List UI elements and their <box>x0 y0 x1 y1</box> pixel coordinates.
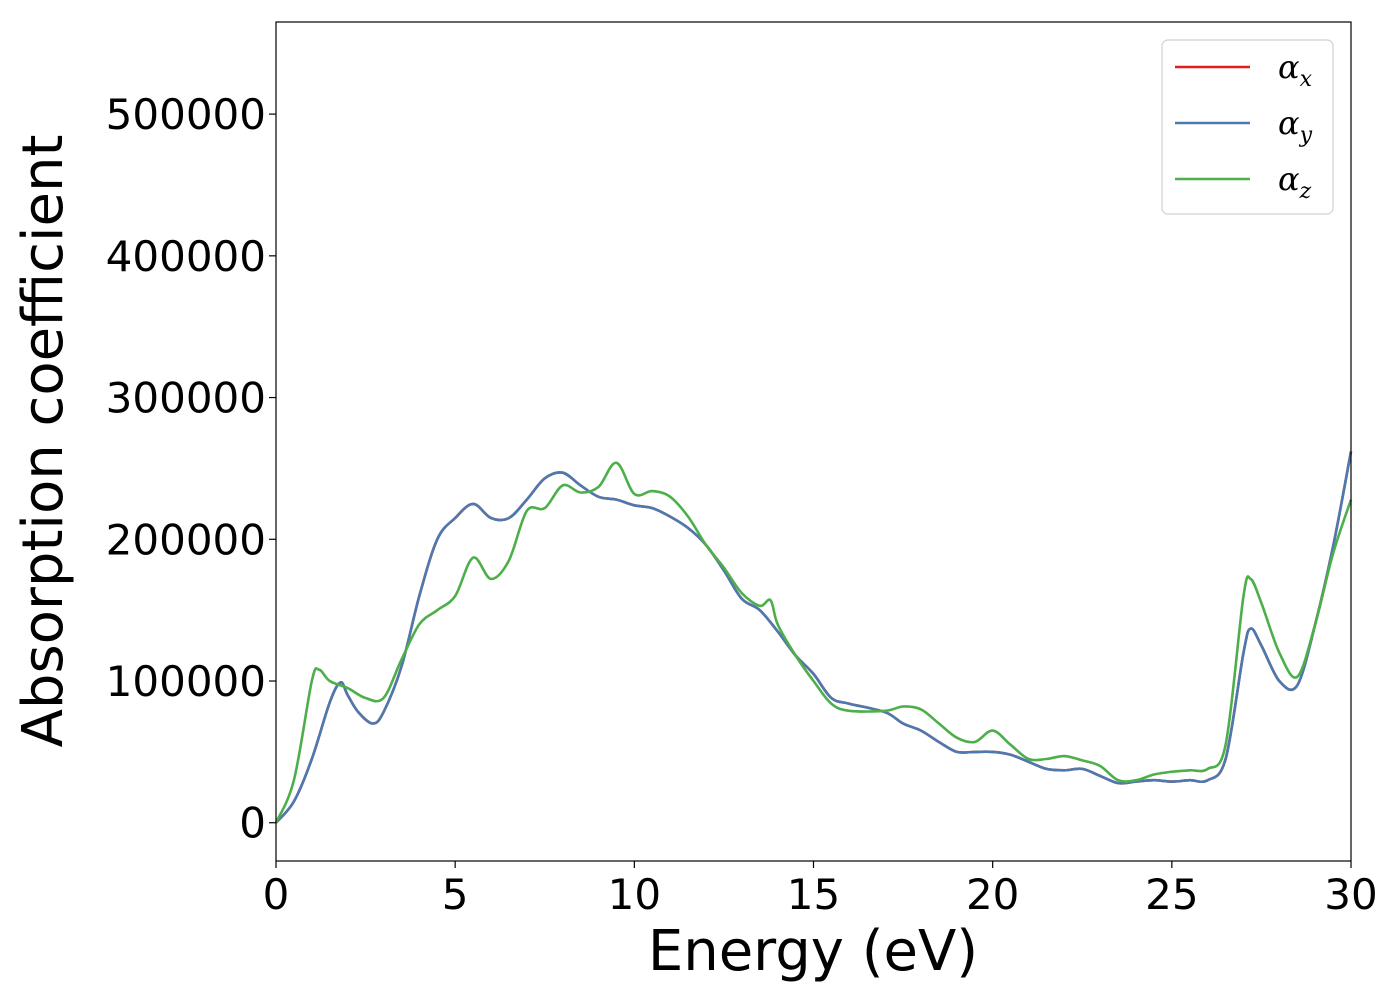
y-tick-label-5: 500000 <box>106 90 266 139</box>
x-tick-label-2: 10 <box>608 870 661 919</box>
x-tick-label-3: 15 <box>787 870 840 919</box>
series-layer <box>274 451 1353 824</box>
y-tick-label-4: 400000 <box>106 232 266 281</box>
series-line-x <box>275 451 1353 824</box>
legend-symbol: α <box>1278 48 1300 86</box>
legend-label-x: αx <box>1278 48 1313 92</box>
x-ticks: 0 5 10 15 20 25 30 <box>263 861 1378 919</box>
y-tick-label-1: 100000 <box>106 657 266 706</box>
legend-box <box>1161 39 1334 215</box>
legend-subscript: y <box>1299 123 1313 148</box>
legend-subscript: z <box>1299 179 1312 204</box>
y-axis-label: Absorption coefficient <box>11 135 76 748</box>
x-axis-label: Energy (eV) <box>648 919 978 984</box>
series-line-z <box>274 461 1353 824</box>
x-tick-label-5: 25 <box>1145 870 1198 919</box>
legend-label-z: αz <box>1278 160 1312 204</box>
legend-symbol: α <box>1278 104 1300 142</box>
x-tick-label-4: 20 <box>966 870 1019 919</box>
x-tick-label-6: 30 <box>1324 870 1377 919</box>
legend-symbol: α <box>1278 160 1300 198</box>
y-ticks: 0 100000 200000 300000 400000 500000 <box>106 90 276 848</box>
legend-label-y: αy <box>1278 104 1313 148</box>
y-tick-label-0: 0 <box>239 799 266 848</box>
x-tick-label-1: 5 <box>442 870 469 919</box>
series-line-y <box>275 451 1353 824</box>
y-tick-label-3: 300000 <box>106 374 266 423</box>
x-tick-label-0: 0 <box>263 870 290 919</box>
y-tick-label-2: 200000 <box>106 515 266 564</box>
legend-subscript: x <box>1300 67 1313 92</box>
